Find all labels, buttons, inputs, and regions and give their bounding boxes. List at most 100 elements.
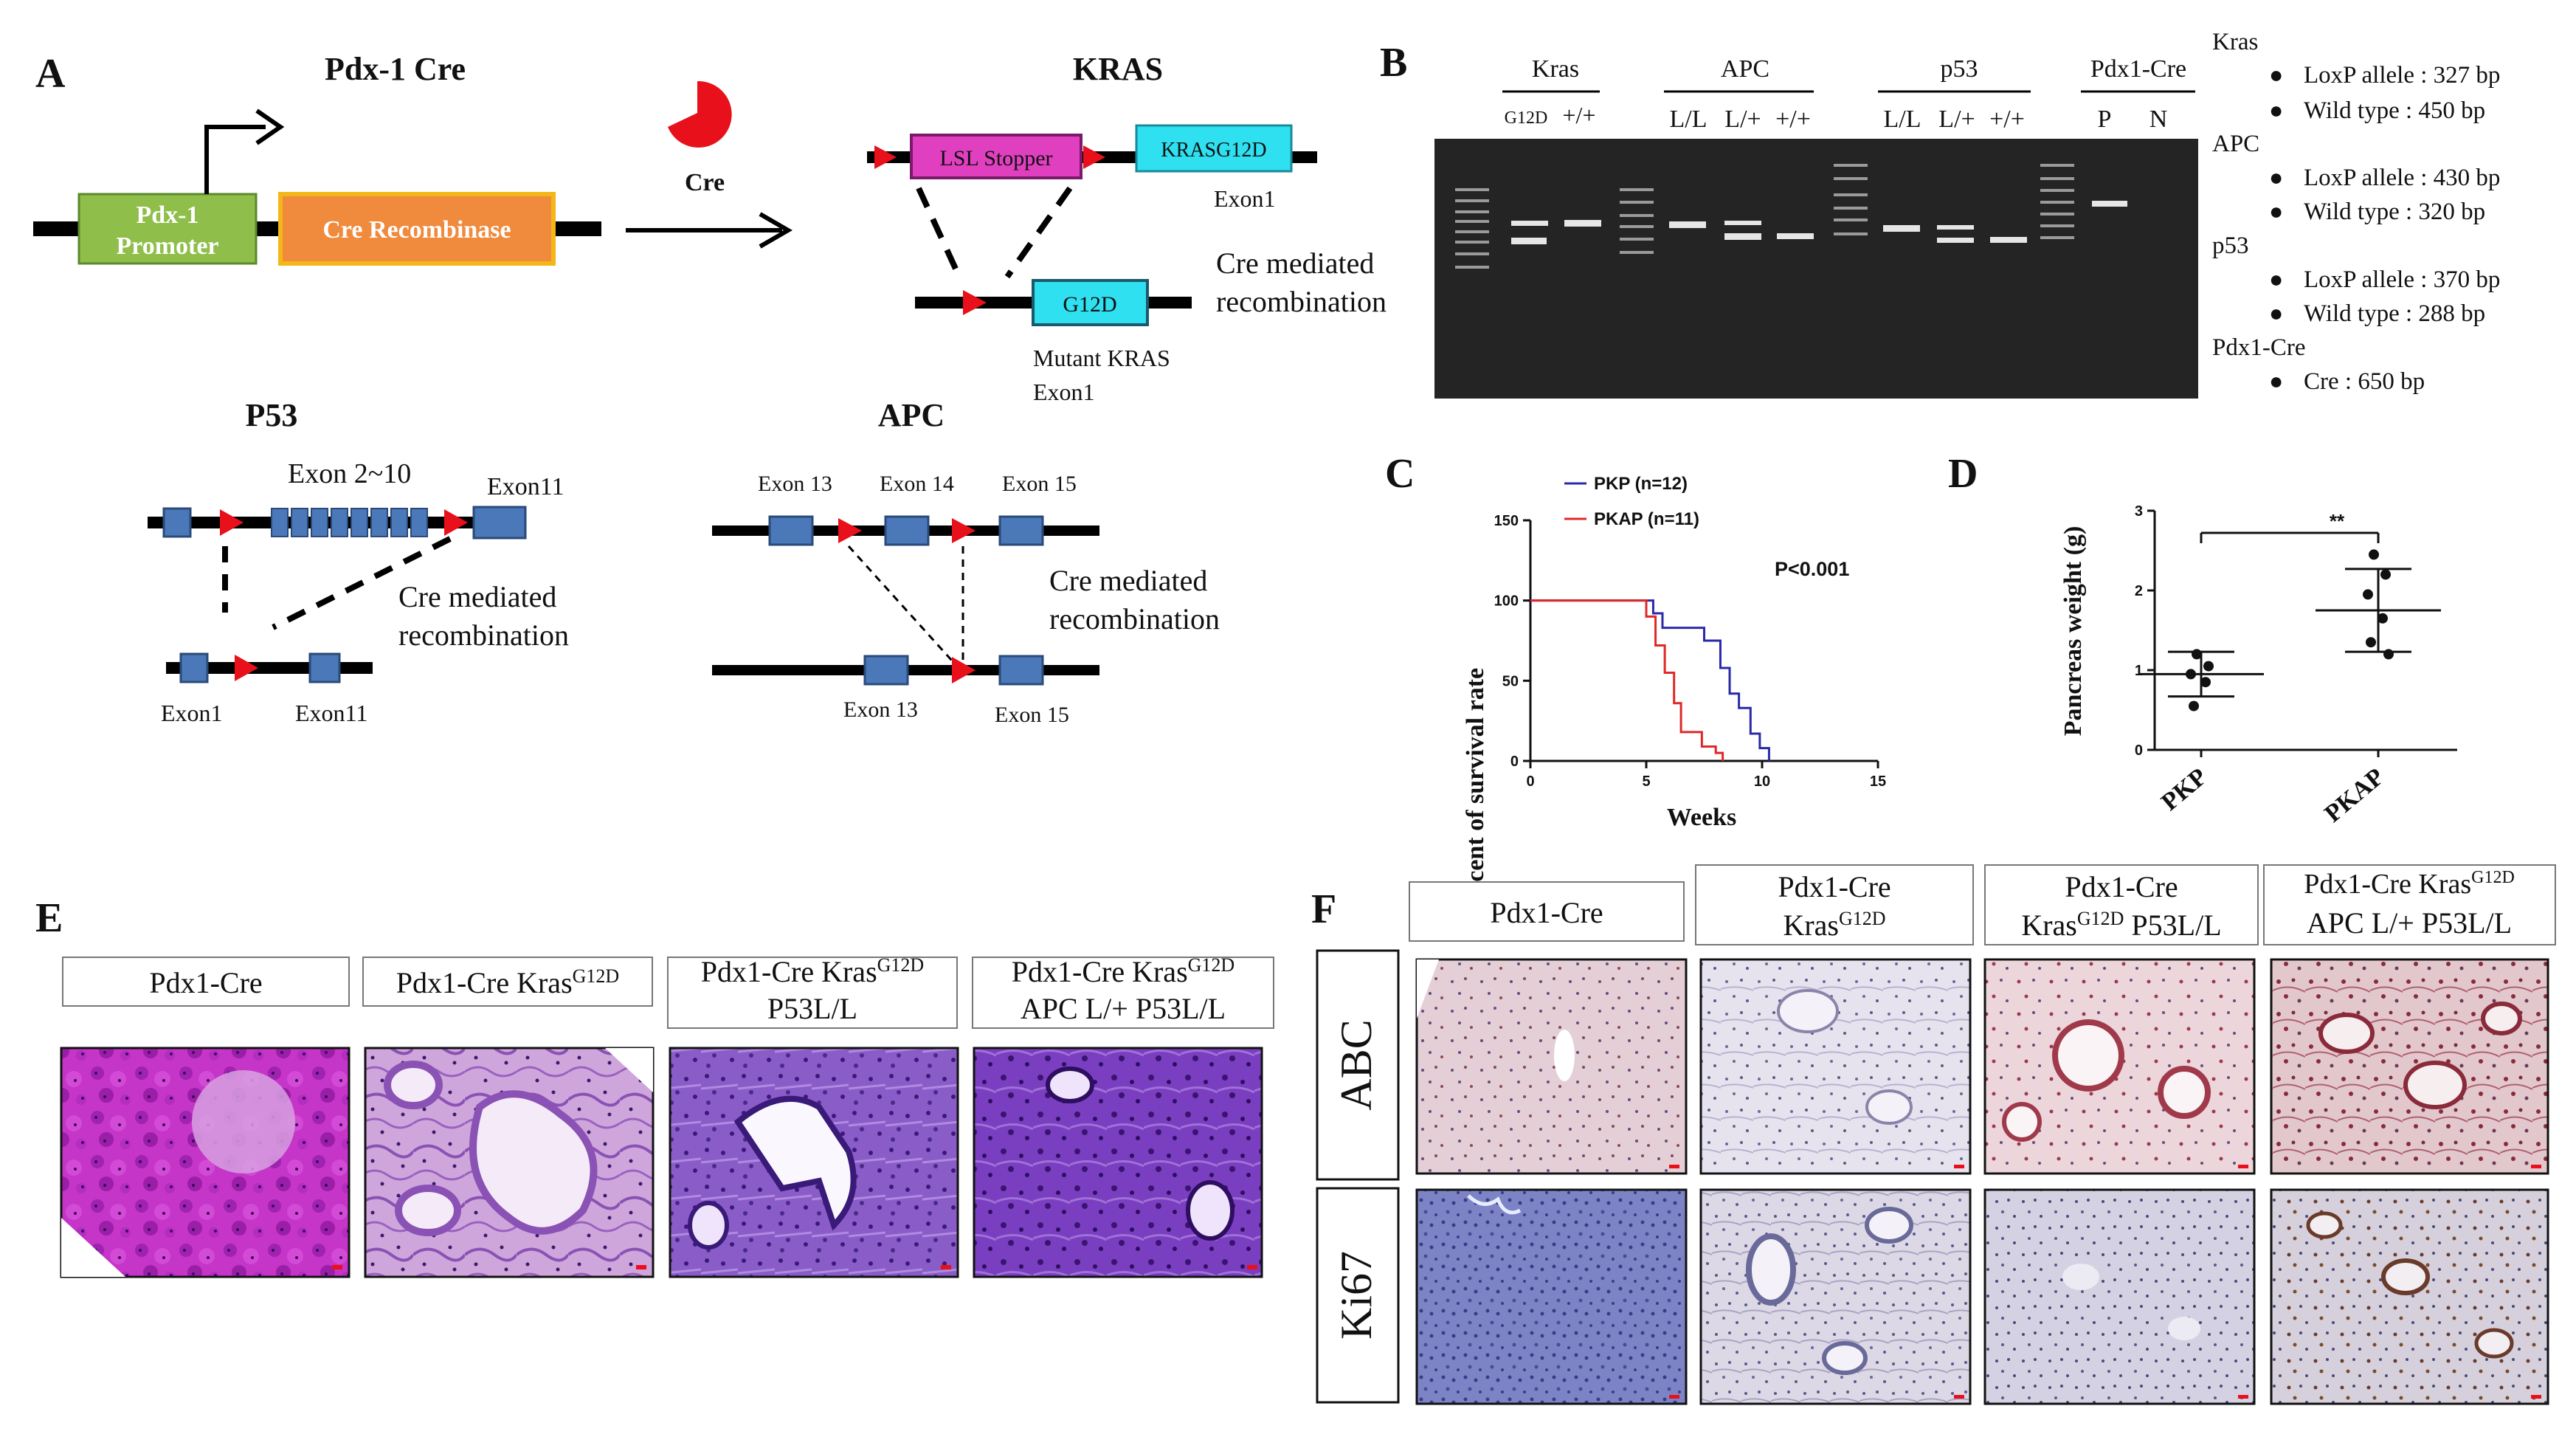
lsl-stopper-box <box>910 134 1082 179</box>
data-point <box>2380 569 2391 580</box>
he-header-box <box>362 957 653 1007</box>
he-image-normal <box>60 1047 351 1278</box>
loxp-icon <box>235 655 258 681</box>
row-label-ki67: Ki67 <box>1332 1251 1381 1340</box>
legend-gene: Kras <box>2212 29 2258 55</box>
he-header-box <box>667 957 958 1029</box>
scale-bar-icon <box>1954 1165 1964 1168</box>
row-label-abc: ABC <box>1332 1019 1381 1110</box>
ihc-header: Pdx1-Cre <box>2065 870 2178 903</box>
bullet-icon: ● <box>2269 300 2283 326</box>
recombination-dash <box>847 545 953 662</box>
loxp-icon <box>444 509 468 536</box>
gel-group-kras: Kras <box>1532 55 1579 83</box>
legend-gene: p53 <box>2212 232 2249 259</box>
dna-bands <box>1511 201 2127 244</box>
survival-y-label: Percent of survival rate <box>1462 668 1489 919</box>
loxp-icon <box>952 657 976 683</box>
apc-recombination: recombination <box>1049 602 1220 635</box>
y-tick-label: 0 <box>2135 742 2143 759</box>
x-tick-label: 5 <box>1642 773 1650 790</box>
he-header: Pdx1-Cre KrasG12D <box>1012 954 1235 988</box>
panel-letter-e: E <box>35 895 63 941</box>
pdx-promoter-box <box>77 193 258 265</box>
scale-bar-icon <box>2238 1395 2248 1399</box>
g12d-label: G12D <box>1063 292 1116 317</box>
ihc-ki67-kras-apc-p53 <box>2270 1188 2549 1405</box>
p53-exon2-10-label: Exon 2~10 <box>288 458 411 489</box>
panel-e: E Pdx1-Cre Pdx1-Cre KrasG12D Pdx1-Cre Kr… <box>35 895 1274 1278</box>
cre-label: Cre <box>685 169 725 196</box>
ihc-header: Pdx1-Cre <box>1490 896 1603 929</box>
significance-marker: ** <box>2330 510 2345 532</box>
promoter-label-2: Promoter <box>116 232 218 260</box>
he-header: Pdx1-Cre KrasG12D <box>701 954 924 988</box>
lane-label: L/+ <box>1724 106 1761 133</box>
survival-curve-pkap <box>1530 599 1724 761</box>
panel-letter-c: C <box>1385 451 1415 497</box>
p-value: P<0.001 <box>1775 558 1849 580</box>
cre-enzyme-icon <box>668 80 732 148</box>
apc-exon15-bottom: Exon 15 <box>995 703 1069 727</box>
legend-item: LoxP allele : 370 bp <box>2304 266 2500 293</box>
kras-recombination: recombination <box>1216 285 1387 318</box>
bullet-icon: ● <box>2269 97 2283 123</box>
row-label-box <box>1316 949 1400 1181</box>
data-point <box>2363 589 2373 600</box>
y-tick-label: 1 <box>2135 663 2143 679</box>
p53-title: P53 <box>246 397 298 433</box>
panel-c: C Percent of survival rate Weeks 0501001… <box>1385 451 1886 919</box>
g12d-box <box>1032 279 1149 326</box>
he-header-box <box>62 957 350 1007</box>
row-label-box <box>1316 1187 1400 1404</box>
apc-exon13-label: Exon 13 <box>758 472 832 496</box>
apc-exon13-bottom: Exon 13 <box>843 697 918 722</box>
he-header-box <box>972 957 1274 1029</box>
p53-exon11-top-label: Exon11 <box>487 473 564 500</box>
pdx-cre-title: Pdx-1 Cre <box>325 51 466 87</box>
legend-item: Wild type : 320 bp <box>2304 199 2485 225</box>
apc-exon15-label: Exon 15 <box>1002 472 1077 496</box>
data-point <box>2189 700 2199 711</box>
loxp-icon <box>952 518 976 543</box>
data-point <box>2378 613 2388 624</box>
cre-recombinase-box <box>278 192 556 266</box>
ihc-ki67-normal <box>1415 1188 1688 1405</box>
scale-bar-icon <box>636 1265 646 1269</box>
p53-exon1-label: Exon1 <box>161 700 223 726</box>
gel-group-apc: APC <box>1721 55 1769 83</box>
kras-exon1-label: Exon1 <box>1214 185 1276 212</box>
y-tick-label: 2 <box>2135 583 2143 599</box>
panel-letter-d: D <box>1948 451 1978 497</box>
promoter-label-1: Pdx-1 <box>137 201 199 229</box>
scale-bar-icon <box>1669 1165 1679 1168</box>
panel-b: B Kras APC p53 Pdx1-Cre G12D +/+ L/L L/+… <box>1380 29 2500 399</box>
loxp-icon <box>838 518 862 543</box>
panel-letter-f: F <box>1311 886 1336 932</box>
x-tick-label: PKP <box>2156 763 2212 816</box>
lane-label: L/L <box>1670 106 1707 133</box>
kras-title: KRAS <box>1073 51 1163 87</box>
scale-bar-icon <box>1247 1265 1257 1269</box>
apc-exon14-label: Exon 14 <box>880 472 954 496</box>
gel-legend: Kras ● LoxP allele : 327 bp ● Wild type … <box>2212 29 2500 395</box>
data-point <box>2369 549 2379 560</box>
data-point <box>2366 637 2376 648</box>
panel-d: D Pancreas weight (g) 0 1 2 3 PKP PKAP ** <box>1948 451 2457 828</box>
scale-bar-icon <box>1954 1395 1964 1399</box>
loxp-icon <box>874 145 897 169</box>
he-image-kras-apc-p53 <box>973 1047 1263 1278</box>
pancreas-plot: 0 1 2 3 PKP PKAP <box>2135 503 2457 828</box>
panel-f: F Pdx1-Cre Pdx1-Cre KrasG12D Pdx1-Cre Kr… <box>1311 864 2556 1405</box>
y-tick-label: 3 <box>2135 503 2143 520</box>
lane-label: L/+ <box>1938 106 1975 133</box>
recombination-dash <box>916 187 962 278</box>
dna-ladder <box>1455 164 2074 269</box>
he-header-line2: P53L/L <box>767 992 857 1025</box>
loxp-icon <box>963 290 987 315</box>
ihc-header-line2: KrasG12D P53L/L <box>2021 908 2221 942</box>
loxp-icon <box>1083 145 1105 169</box>
data-point <box>2192 649 2202 660</box>
y-tick-label: 150 <box>1494 513 1519 529</box>
p53-cre-mediated: Cre mediated <box>398 580 556 613</box>
